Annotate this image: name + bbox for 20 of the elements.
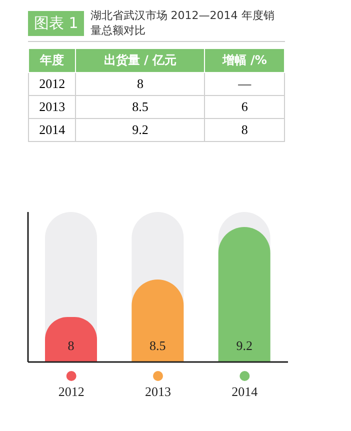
- text: 2013: [28, 96, 76, 118]
- text: 9.2: [76, 118, 205, 142]
- x-tick-label: 2014: [232, 384, 258, 399]
- text: 湖北省武汉市场 2012—2014 年度销量总额对比: [90, 8, 276, 38]
- text: 图表 1: [28, 10, 84, 36]
- text: 8: [204, 118, 284, 142]
- text: 8: [76, 72, 205, 96]
- text: 年度: [28, 48, 76, 72]
- data-label: 8.5: [150, 338, 166, 353]
- text: 8.5: [76, 96, 205, 118]
- text: —: [204, 72, 284, 96]
- text: 出货量 / 亿元: [76, 48, 205, 72]
- data-label: 9.2: [236, 338, 252, 353]
- text: 增幅 /%: [204, 48, 284, 72]
- x-tick-label: 2012: [58, 384, 84, 399]
- text: 2012: [28, 72, 76, 96]
- x-tick-label: 2013: [145, 384, 171, 399]
- text: 2014: [28, 118, 76, 142]
- text: 6: [204, 96, 284, 118]
- data-label: 8: [68, 338, 74, 353]
